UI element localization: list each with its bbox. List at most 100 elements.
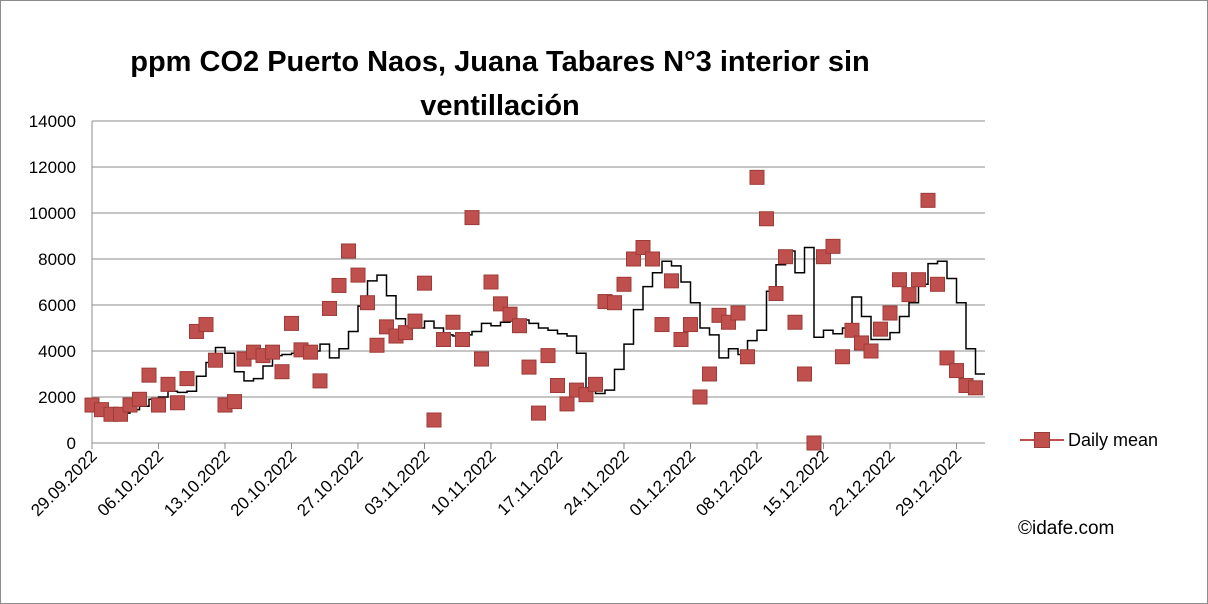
data-point xyxy=(455,332,470,347)
data-point xyxy=(322,300,337,316)
data-point xyxy=(341,243,356,259)
data-point xyxy=(502,306,518,322)
x-tick-label: 01.12.2022 xyxy=(626,446,700,520)
data-point xyxy=(559,396,575,412)
data-point xyxy=(968,380,983,396)
data-point xyxy=(626,251,641,267)
data-point xyxy=(920,192,936,208)
x-tick-label: 17.11.2022 xyxy=(494,446,567,519)
data-point xyxy=(407,313,423,329)
data-point xyxy=(151,397,166,413)
y-tick-label: 8000 xyxy=(38,250,76,269)
data-point xyxy=(863,343,879,359)
legend-marker-icon xyxy=(1034,432,1050,448)
data-point xyxy=(654,317,670,333)
data-point xyxy=(588,376,603,392)
data-point xyxy=(398,325,413,341)
data-point xyxy=(768,286,784,301)
data-point xyxy=(550,378,565,393)
data-point xyxy=(445,314,461,330)
data-point xyxy=(141,367,157,383)
data-point xyxy=(464,210,480,226)
data-point xyxy=(170,395,185,411)
x-tick-label: 10.11.2022 xyxy=(427,446,500,519)
data-point xyxy=(759,211,774,227)
y-tick-label: 6000 xyxy=(38,296,76,315)
y-tick-label: 0 xyxy=(67,434,76,453)
x-tick-label: 13.10.2022 xyxy=(160,446,234,520)
data-point xyxy=(882,305,898,321)
data-point xyxy=(635,240,651,255)
data-point xyxy=(844,322,860,338)
data-point xyxy=(873,321,888,337)
data-point xyxy=(911,272,926,288)
y-tick-label: 10000 xyxy=(29,204,76,223)
legend-label: Daily mean xyxy=(1068,429,1159,450)
x-tick-label: 29.12.2022 xyxy=(892,446,966,520)
data-point xyxy=(892,272,907,288)
data-point xyxy=(531,405,546,421)
data-point xyxy=(160,376,176,392)
data-point xyxy=(132,391,147,407)
data-point xyxy=(835,349,850,365)
x-tick-label: 27.10.2022 xyxy=(293,446,367,520)
data-point xyxy=(949,363,964,379)
data-point xyxy=(474,351,489,367)
data-point xyxy=(806,435,822,451)
x-tick-label: 29.09.2022 xyxy=(27,446,101,520)
data-point xyxy=(740,349,755,365)
x-tick-label: 03.11.2022 xyxy=(361,446,434,519)
data-point xyxy=(417,275,432,291)
x-tick-label: 15.12.2022 xyxy=(759,446,833,520)
data-point xyxy=(483,274,499,290)
x-tick-label: 20.10.2022 xyxy=(227,446,301,520)
data-point xyxy=(797,366,812,382)
data-point xyxy=(265,344,280,360)
data-point xyxy=(274,364,290,380)
data-point xyxy=(939,350,955,366)
data-point xyxy=(198,317,214,333)
legend: Daily mean xyxy=(1020,428,1158,452)
data-point xyxy=(284,315,299,331)
data-point xyxy=(331,277,347,293)
hourly-line xyxy=(92,246,985,414)
data-point xyxy=(930,276,945,292)
data-point xyxy=(730,305,746,321)
y-tick-label: 12000 xyxy=(29,158,76,177)
data-point xyxy=(312,373,328,389)
data-point xyxy=(369,337,385,353)
data-point xyxy=(436,332,451,347)
data-point xyxy=(645,251,660,267)
data-point xyxy=(607,295,622,311)
x-tick-label: 06.10.2022 xyxy=(94,446,168,520)
y-tick-label: 14000 xyxy=(29,112,76,131)
chart-title: ppm CO2 Puerto Naos, Juana Tabares N°3 i… xyxy=(130,46,870,122)
x-tick-label: 24.11.2022 xyxy=(560,446,633,519)
data-point xyxy=(512,318,527,334)
data-point xyxy=(179,371,195,387)
data-point xyxy=(426,412,442,428)
data-point xyxy=(673,332,689,347)
credit-text: ©idafe.com xyxy=(1018,518,1115,539)
y-tick-label: 2000 xyxy=(38,388,76,407)
data-point xyxy=(616,276,632,292)
data-point xyxy=(825,238,841,254)
x-tick-label: 08.12.2022 xyxy=(692,446,766,520)
data-point xyxy=(208,352,223,368)
data-point xyxy=(692,389,708,405)
data-point xyxy=(360,295,375,311)
data-point xyxy=(664,273,679,289)
data-point xyxy=(540,348,556,364)
data-point xyxy=(702,366,717,382)
data-point xyxy=(521,359,537,375)
data-point xyxy=(901,287,917,303)
data-point xyxy=(683,317,698,333)
data-point xyxy=(778,249,793,265)
legend-symbol xyxy=(1020,428,1064,452)
data-point xyxy=(787,314,803,330)
data-point xyxy=(227,394,242,410)
y-tick-label: 4000 xyxy=(38,342,76,361)
data-point xyxy=(350,267,366,283)
x-tick-label: 22.12.2022 xyxy=(825,446,899,520)
